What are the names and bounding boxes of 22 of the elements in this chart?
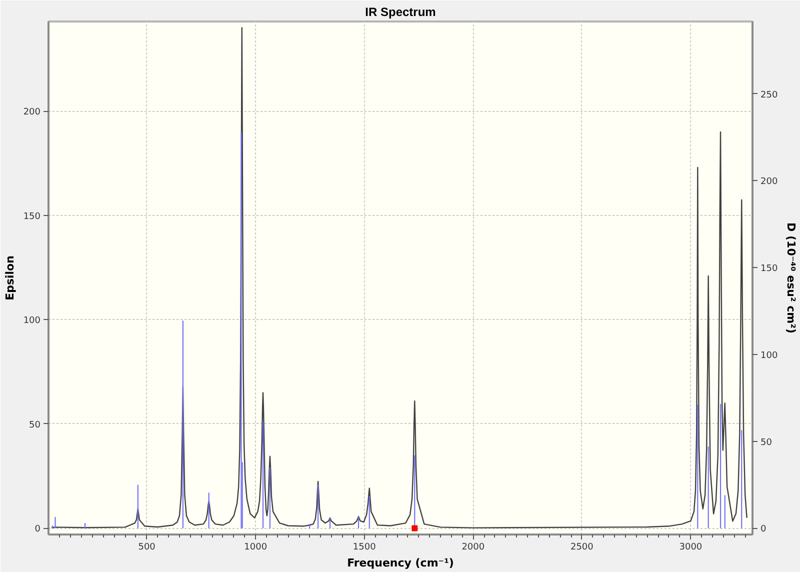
chart-title: IR Spectrum <box>365 5 436 19</box>
x-tick-label: 1500 <box>352 542 376 552</box>
y2-tick-label: 50 <box>760 438 772 448</box>
y2-tick-label: 100 <box>760 350 778 361</box>
x-tick-label: 2000 <box>462 542 485 552</box>
y-tick-label: 50 <box>29 420 41 430</box>
y-tick-label: 200 <box>23 108 41 118</box>
y-tick-label: 0 <box>34 524 41 535</box>
y2-axis-title: D (10⁻⁴⁰ esu² cm²) <box>784 222 798 334</box>
y2-tick-label: 250 <box>760 90 778 100</box>
x-tick-label: 3000 <box>679 542 702 552</box>
x-axis-title: Frequency (cm⁻¹) <box>347 556 454 570</box>
y-tick-label: 100 <box>23 316 41 326</box>
y-axis-title: Epsilon <box>3 256 16 300</box>
x-tick-label: 500 <box>138 542 156 552</box>
line-series <box>50 27 748 528</box>
y2-tick-label: 150 <box>760 264 778 274</box>
x-tick-label: 1000 <box>244 542 268 552</box>
x-tick-label: 2500 <box>570 542 594 552</box>
y2-tick-label: 200 <box>760 177 778 188</box>
y-tick-label: 150 <box>23 212 41 222</box>
y2-tick-label: 0 <box>760 524 766 535</box>
